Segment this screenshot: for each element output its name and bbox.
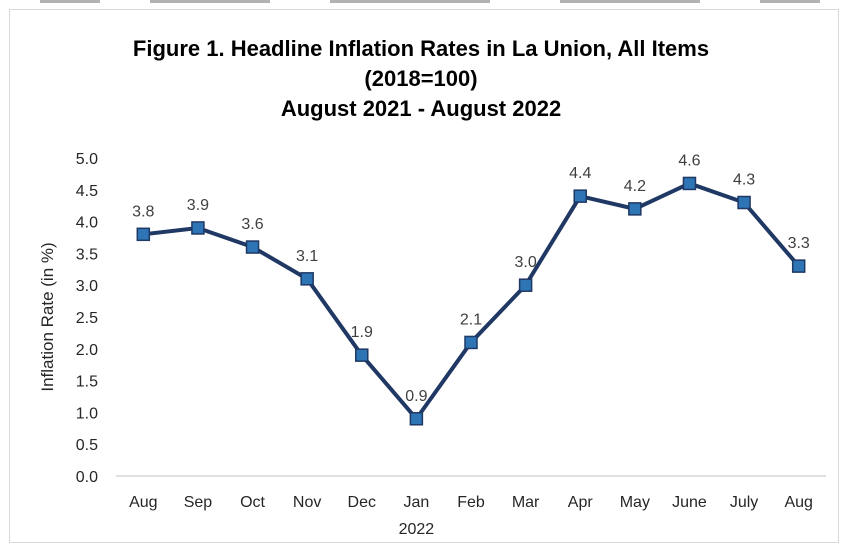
series-markers bbox=[136, 176, 806, 426]
chart-title-line-3: August 2021 - August 2022 bbox=[280, 96, 562, 121]
x-tick-label: Apr bbox=[568, 494, 594, 511]
data-label: 2.1 bbox=[460, 311, 482, 328]
data-point-marker bbox=[136, 227, 151, 242]
x-tick-label: June bbox=[672, 494, 707, 511]
x-tick-label: Sep bbox=[184, 494, 213, 511]
y-tick-label: 4.0 bbox=[76, 215, 98, 232]
cropped-top-text-strip bbox=[0, 0, 842, 9]
y-tick-label: 4.5 bbox=[76, 183, 98, 200]
chart-title-line-1: Figure 1. Headline Inflation Rates in La… bbox=[132, 36, 710, 61]
x-tick-label: Aug bbox=[129, 494, 157, 511]
y-tick-label: 3.0 bbox=[76, 278, 98, 295]
data-point-marker bbox=[791, 259, 806, 273]
cropped-text-fragments bbox=[0, 0, 842, 9]
data-labels: 3.8 3.9 3.6 3.1 1.9 0.9 2.1 3.0 4.4 4.2 4.6 4.3 3.3 bbox=[132, 152, 810, 404]
data-label: 4.4 bbox=[569, 165, 591, 182]
y-tick-label: 2.5 bbox=[76, 310, 98, 327]
y-tick-label: 0.5 bbox=[76, 437, 98, 454]
chart-title-line-2: (2018=100) bbox=[364, 66, 478, 91]
data-point-marker bbox=[355, 348, 369, 362]
chart-title: Figure 1. Headline Inflation Rates in La… bbox=[0, 34, 842, 124]
x-tick-label: Jan bbox=[403, 494, 429, 511]
y-tick-label: 1.5 bbox=[76, 374, 98, 391]
y-tick-label: 5.0 bbox=[76, 151, 98, 168]
data-point-marker bbox=[628, 202, 642, 216]
data-label: 0.9 bbox=[405, 388, 427, 405]
x-tick-label: Aug bbox=[784, 494, 812, 511]
y-tick-label: 3.5 bbox=[76, 246, 98, 263]
data-label: 3.3 bbox=[788, 235, 810, 252]
x-tick-label: Dec bbox=[348, 494, 376, 511]
data-label: 4.3 bbox=[733, 172, 755, 189]
x-tick-label: Nov bbox=[293, 494, 321, 511]
data-point-marker bbox=[300, 272, 314, 286]
y-tick-label: 2.0 bbox=[76, 342, 98, 359]
data-point-marker bbox=[191, 221, 205, 235]
data-point-marker bbox=[245, 240, 260, 254]
data-point-marker bbox=[573, 189, 587, 203]
x-axis-ticks: Aug Sep Oct Nov Dec Jan Feb Mar Apr May June July Au… bbox=[129, 494, 813, 511]
x-tick-label: Oct bbox=[240, 494, 265, 511]
x-axis-year-label: 2022 bbox=[399, 521, 435, 538]
data-point-marker bbox=[682, 176, 697, 191]
data-label: 1.9 bbox=[351, 324, 373, 341]
data-label: 3.6 bbox=[241, 216, 263, 233]
x-tick-label: Mar bbox=[512, 494, 540, 511]
data-label: 3.8 bbox=[132, 203, 154, 220]
data-label: 4.6 bbox=[678, 152, 700, 169]
data-label: 3.1 bbox=[296, 248, 318, 265]
y-axis-title: Inflation Rate (in %) bbox=[38, 242, 57, 391]
data-label: 3.0 bbox=[514, 254, 536, 271]
x-tick-label: May bbox=[620, 494, 650, 511]
data-point-marker bbox=[464, 335, 478, 350]
chart-frame bbox=[9, 9, 839, 543]
x-tick-label: July bbox=[730, 494, 758, 511]
y-tick-label: 0.0 bbox=[76, 469, 98, 486]
data-label: 4.2 bbox=[624, 178, 646, 195]
x-tick-label: Feb bbox=[457, 494, 485, 511]
data-point-marker bbox=[518, 278, 533, 292]
data-point-marker bbox=[409, 412, 424, 426]
data-label: 3.9 bbox=[187, 197, 209, 214]
y-axis-ticks: 0.0 0.5 1.0 1.5 2.0 2.5 3.0 3.5 4.0 4.5 5.0 bbox=[76, 151, 98, 486]
data-point-marker bbox=[737, 195, 751, 210]
y-tick-label: 1.0 bbox=[76, 405, 98, 422]
